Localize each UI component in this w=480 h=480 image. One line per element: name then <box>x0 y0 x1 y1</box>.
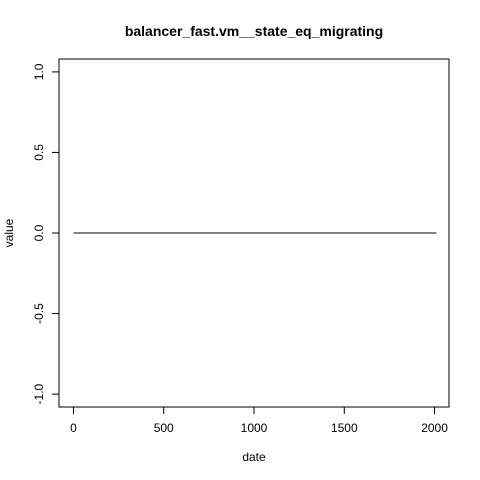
x-tick-label: 2000 <box>421 421 448 435</box>
x-tick-label: 1000 <box>241 421 268 435</box>
x-axis: 0 500 1000 1500 2000 <box>70 406 448 435</box>
y-tick-label: -1.0 <box>32 383 46 404</box>
y-tick-label: -0.5 <box>32 303 46 324</box>
y-axis-title: value <box>2 218 16 247</box>
x-tick-label: 500 <box>154 421 174 435</box>
y-tick-label: 1.0 <box>32 63 46 80</box>
x-axis-title: date <box>242 450 266 464</box>
x-tick-label: 0 <box>70 421 77 435</box>
y-tick-label: 0.5 <box>32 144 46 161</box>
chart-title: balancer_fast.vm__state_eq_migrating <box>125 23 383 39</box>
y-tick-label: 0.0 <box>32 224 46 241</box>
x-tick-label: 1500 <box>331 421 358 435</box>
y-axis: -1.0 -0.5 0.0 0.5 1.0 <box>32 63 60 404</box>
